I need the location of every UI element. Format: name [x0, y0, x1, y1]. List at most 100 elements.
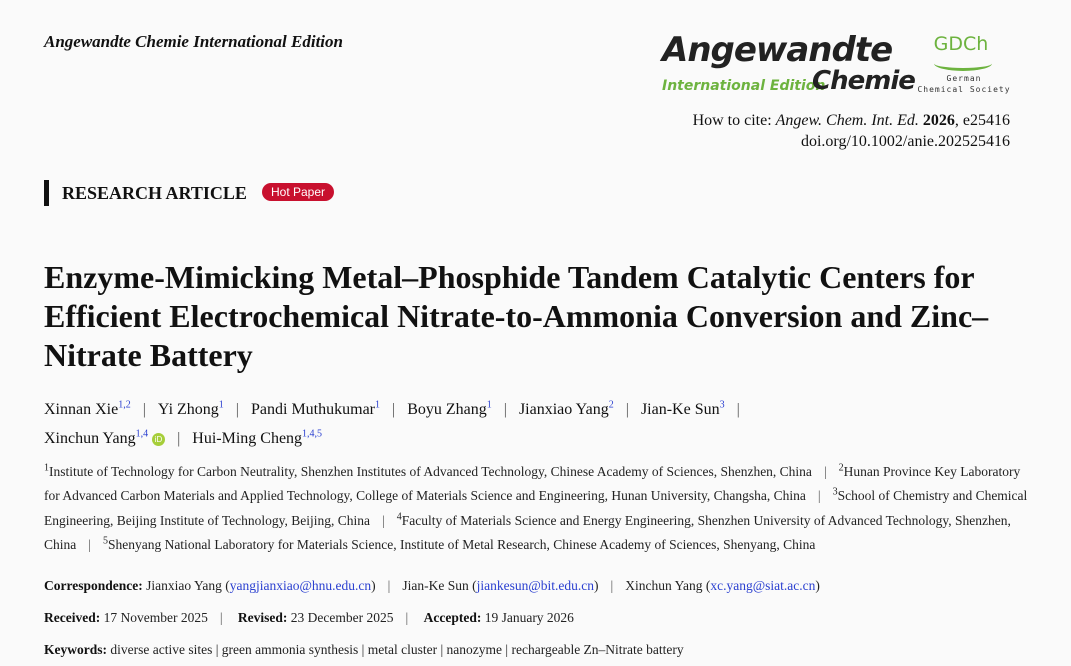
separator: |	[387, 578, 391, 593]
affiliation-text: Shenyang National Laboratory for Materia…	[107, 537, 816, 552]
correspondence-label: Correspondence:	[44, 578, 143, 593]
separator: |	[503, 401, 507, 419]
author-name[interactable]: Jian-Ke Sun	[640, 401, 720, 419]
received-label: Received:	[44, 610, 101, 625]
affiliation-number: 4	[396, 511, 402, 522]
cite-article: , e25416	[954, 112, 1010, 129]
journal-logo-main: Angewandte	[662, 30, 893, 70]
author[interactable]: Xinchun Yang1,4 iD	[44, 428, 166, 447]
journal-header: Angewandte Chemie International Edition	[44, 32, 343, 51]
author-affiliation-sup: 1,4,5	[302, 428, 323, 440]
affiliation-number: 5	[102, 535, 108, 547]
correspondence: Correspondence: Jianxiao Yang (yangjianx…	[44, 578, 820, 593]
author-name[interactable]: Boyu Zhang	[407, 401, 487, 419]
affiliation-number: 3	[832, 486, 838, 498]
accepted-label: Accepted:	[423, 610, 482, 625]
author-name[interactable]: Xinchun Yang	[44, 429, 136, 447]
separator: |	[823, 463, 827, 479]
affiliation-text: Institute of Technology for Carbon Neutr…	[49, 463, 812, 479]
separator: |	[235, 401, 239, 419]
author-affiliation-sup: 1,4	[135, 428, 149, 440]
author[interactable]: Jianxiao Yang2	[518, 400, 614, 419]
author-name[interactable]: Jianxiao Yang	[518, 401, 609, 419]
orcid-icon[interactable]: iD	[152, 432, 166, 446]
gdch-society-name: German Chemical Society	[916, 73, 1012, 95]
keyword: nanozyme	[446, 642, 503, 657]
keyword: green ammonia synthesis	[221, 642, 359, 657]
affiliation: 2Hunan Province Key Laboratory for Advan…	[44, 462, 1021, 504]
affiliation: 3School of Chemistry and Chemical Engine…	[44, 486, 1028, 528]
keywords-label: Keywords:	[44, 642, 107, 657]
separator: |	[610, 578, 614, 593]
author-affiliation-sup: 1	[218, 400, 224, 411]
separator: |	[392, 401, 396, 419]
separator: |	[625, 401, 629, 419]
gdch-arc-icon	[934, 56, 992, 71]
keywords: Keywords: diverse active sites | green a…	[44, 642, 684, 658]
separator: |	[817, 488, 821, 503]
journal-logo-edition: International Edition	[662, 78, 826, 94]
correspondent-name: Jianxiao Yang	[146, 578, 222, 593]
author[interactable]: Jian-Ke Sun3	[640, 400, 725, 419]
separator: |	[502, 642, 512, 657]
cite-prefix: How to cite:	[692, 112, 776, 129]
affiliation-number: 1	[44, 462, 49, 473]
separator: |	[382, 512, 385, 528]
section-bar	[44, 180, 49, 206]
keyword: diverse active sites	[110, 642, 213, 657]
separator: |	[437, 642, 447, 657]
dates: Received: 17 November 2025 | Revised: 23 …	[44, 610, 574, 625]
author-list: Xinnan Xie1,2 | Yi Zhong1 | Pandi Muthukumar…	[44, 394, 944, 451]
affiliation-text: School of Chemistry and Chemical Enginee…	[44, 488, 1028, 528]
author[interactable]: Yi Zhong1	[157, 400, 224, 419]
society-line-2: Chemical Society	[917, 85, 1011, 94]
author-affiliation-sup: 1,2	[118, 400, 131, 411]
journal-logo-chemie: Chemie	[812, 66, 916, 96]
affiliation-text: Faculty of Materials Science and Energy …	[44, 512, 1011, 553]
author[interactable]: Hui-Ming Cheng1,4,5	[192, 428, 323, 447]
email-link[interactable]: xc.yang@siat.ac.cn	[710, 578, 816, 593]
author-affiliation-sup: 3	[719, 400, 725, 411]
separator: |	[177, 429, 181, 447]
article-type: RESEARCH ARTICLE	[62, 183, 247, 203]
keyword: metal cluster	[367, 642, 438, 657]
author-name[interactable]: Yi Zhong	[157, 401, 219, 419]
article-title: Enzyme-Mimicking Metal–Phosphide Tandem …	[44, 259, 989, 373]
cite-journal: Angew. Chem. Int. Ed.	[775, 112, 919, 129]
email-link[interactable]: jiankesun@bit.edu.cn	[476, 578, 595, 593]
author-name[interactable]: Hui-Ming Cheng	[192, 429, 303, 447]
correspondent-name: Jian-Ke Sun	[402, 578, 469, 593]
author-name[interactable]: Xinnan Xie	[44, 401, 119, 419]
affiliation: 4Faculty of Materials Science and Energy…	[44, 511, 1011, 553]
email-link[interactable]: yangjianxiao@hnu.edu.cn	[229, 578, 372, 593]
separator: |	[736, 401, 740, 419]
correspondent-name: Xinchun Yang	[625, 578, 703, 593]
affiliation-text: Hunan Province Key Laboratory for Advanc…	[44, 463, 1021, 504]
citation-block: How to cite: Angew. Chem. Int. Ed. 2026,…	[693, 110, 1010, 152]
revised-label: Revised:	[237, 610, 288, 625]
gdch-logo: GDCh	[933, 33, 989, 55]
affiliation: 5Shenyang National Laboratory for Materi…	[102, 535, 816, 553]
cite-year: 2026	[922, 112, 955, 129]
author-affiliation-sup: 1	[375, 400, 380, 411]
society-line-1: German	[946, 74, 982, 83]
author-name[interactable]: Pandi Muthukumar	[251, 401, 375, 419]
separator: |	[88, 537, 91, 552]
affiliations: 1Institute of Technology for Carbon Neut…	[44, 457, 1029, 555]
separator: |	[212, 642, 222, 657]
accepted-date: 19 January 2026	[484, 610, 574, 625]
author[interactable]: Xinnan Xie1,2	[44, 400, 131, 419]
author[interactable]: Pandi Muthukumar1	[251, 400, 380, 419]
author-affiliation-sup: 1	[486, 400, 492, 411]
affiliation-number: 2	[838, 462, 844, 473]
author[interactable]: Boyu Zhang1	[407, 400, 492, 419]
author-affiliation-sup: 2	[608, 400, 614, 411]
revised-date: 23 December 2025	[290, 610, 394, 625]
doi-link[interactable]: doi.org/10.1002/anie.202525416	[800, 133, 1010, 150]
keyword: rechargeable Zn–Nitrate battery	[511, 642, 684, 657]
hot-paper-badge: Hot Paper	[262, 183, 335, 201]
affiliation: 1Institute of Technology for Carbon Neut…	[44, 462, 812, 479]
received-date: 17 November 2025	[103, 610, 208, 625]
separator: |	[358, 642, 368, 657]
